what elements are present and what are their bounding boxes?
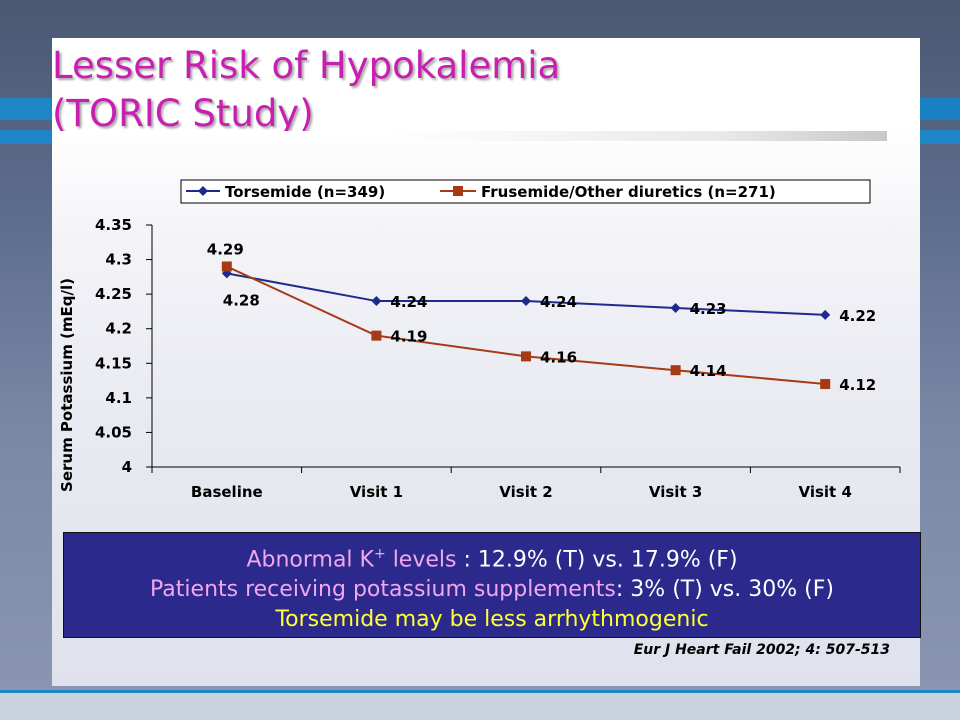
data-point: [371, 330, 382, 341]
summary-line-2: Patients receiving potassium supplements…: [64, 575, 920, 605]
data-label: 4.28: [223, 291, 260, 309]
summary-line1-highlight: Abnormal K: [246, 547, 374, 573]
data-point: [371, 296, 382, 307]
summary-line2-rest: : 3% (T) vs. 30% (F): [615, 577, 834, 603]
footer-band: [0, 693, 960, 720]
summary-line1-highlight-end: levels: [385, 547, 457, 573]
data-point: [670, 302, 681, 313]
data-label: 4.22: [839, 307, 876, 325]
data-point: [820, 309, 831, 320]
x-tick-label: Visit 2: [499, 483, 552, 501]
series-frusemide: 4.29 4.19 4.16 4.14 4.12: [207, 240, 876, 394]
summary-line-1: Abnormal K+ levels : 12.9% (T) vs. 17.9%…: [64, 539, 920, 575]
summary-line1-rest: : 12.9% (T) vs. 17.9% (F): [456, 547, 738, 573]
y-tick-label: 4.25: [95, 285, 132, 303]
title-rule: [52, 131, 887, 141]
x-tick-label: Visit 4: [799, 483, 852, 501]
summary-line2-highlight: Patients receiving potassium supplements: [150, 577, 616, 603]
data-label: 4.12: [839, 376, 876, 394]
data-label: 4.29: [207, 240, 244, 258]
y-tick-label: 4.05: [95, 423, 132, 441]
x-tick-label: Visit 3: [649, 483, 702, 501]
y-tick-label: 4.35: [95, 216, 132, 234]
chart-axes: 4.35 4.3 4.25 4.2 4.15 4.1 4.05 4 Baseline Visit …: [95, 216, 901, 501]
data-label: 4.16: [540, 348, 577, 366]
y-axis-label: Serum Potassium (mEq/l): [58, 278, 76, 492]
y-tick-label: 4.1: [105, 389, 132, 407]
y-tick-label: 4.15: [95, 354, 132, 372]
slide-title-line-2: (TORIC Study): [52, 92, 314, 135]
series-torsemide: 4.28 4.24 4.24 4.23 4.22: [221, 268, 876, 325]
summary-line-3: Torsemide may be less arrhythmogenic: [275, 607, 709, 633]
data-point: [670, 365, 681, 376]
slide-title-line-1: Lesser Risk of Hypokalemia: [52, 44, 561, 87]
data-label: 4.14: [690, 362, 727, 380]
data-point: [221, 261, 232, 272]
data-point: [820, 379, 831, 390]
data-label: 4.24: [540, 293, 577, 311]
summary-box: Abnormal K+ levels : 12.9% (T) vs. 17.9%…: [63, 532, 921, 638]
data-point: [521, 296, 531, 307]
y-tick-label: 4.3: [105, 251, 132, 269]
legend-marker-frusemide: [453, 186, 463, 196]
y-tick-label: 4: [122, 458, 132, 476]
citation: Eur J Heart Fail 2002; 4: 507-513: [633, 642, 890, 658]
legend-marker-torsemide: [198, 186, 208, 196]
legend-box: [180, 179, 871, 204]
y-tick-label: 4.2: [105, 320, 132, 338]
data-label: 4.23: [690, 300, 727, 318]
x-tick-label: Baseline: [191, 483, 263, 501]
data-label: 4.19: [390, 328, 427, 346]
legend-label-frusemide: Frusemide/Other diuretics (n=271): [481, 183, 776, 201]
data-label: 4.24: [390, 293, 427, 311]
footer-stripe: [0, 690, 960, 694]
summary-line1-sup: +: [373, 546, 386, 562]
series-line: [226, 265, 826, 386]
chart-legend: Torsemide (n=349) Frusemide/Other diuret…: [180, 179, 871, 204]
legend-label-torsemide: Torsemide (n=349): [225, 183, 385, 201]
x-tick-label: Visit 1: [350, 483, 403, 501]
data-point: [521, 351, 531, 362]
chart-series: 4.28 4.24 4.24 4.23 4.22 4.29 4.19 4.16 4.14 4.12: [207, 240, 876, 394]
